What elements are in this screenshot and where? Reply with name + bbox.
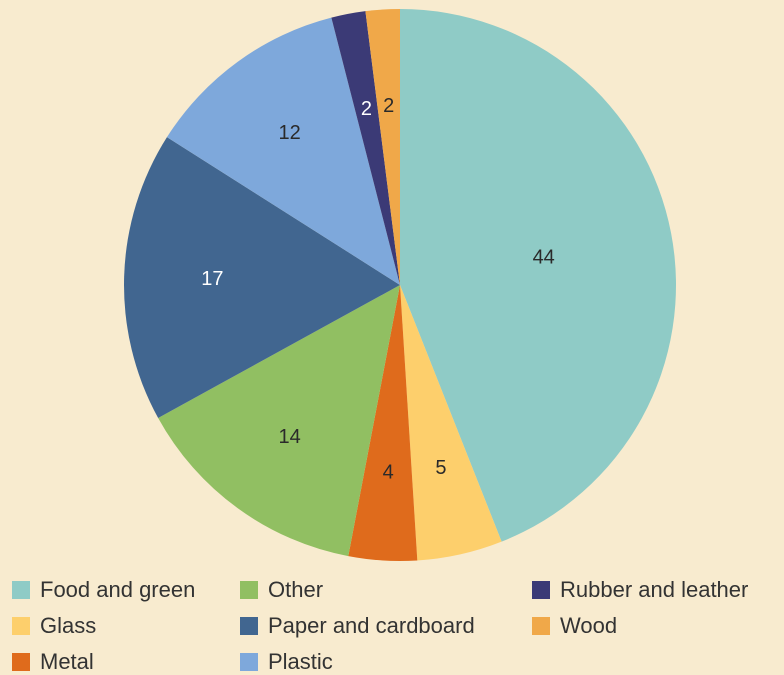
legend-swatch: [12, 653, 30, 671]
pie-chart: 44 5 4 14 17 12 2 2: [124, 9, 677, 562]
pie-slice-glass: [400, 285, 502, 561]
legend-item-food-and-green: Food and green: [12, 575, 195, 605]
pie-label-rubber-and-leather: 2: [361, 98, 372, 120]
legend-item-paper-and-cardboard: Paper and cardboard: [240, 611, 475, 641]
legend-item-plastic: Plastic: [240, 647, 333, 675]
legend-swatch: [532, 581, 550, 599]
legend-swatch: [240, 581, 258, 599]
pie-label-metal: 4: [383, 461, 394, 483]
legend-swatch: [12, 617, 30, 635]
pie-slice-paper-and-cardboard: [124, 137, 400, 418]
legend-label: Wood: [560, 613, 618, 638]
legend-label: Metal: [40, 649, 94, 674]
legend-label: Food and green: [40, 577, 196, 602]
pie-slice-wood: [365, 9, 400, 285]
legend-swatch: [240, 617, 258, 635]
legend-item-glass: Glass: [12, 611, 96, 641]
legend-label: Glass: [40, 613, 97, 638]
legend-label: Rubber and leather: [560, 577, 749, 602]
pie-slice-rubber-and-leather: [331, 11, 400, 286]
pie-slice-food-and-green: [400, 9, 677, 542]
legend-item-metal: Metal: [12, 647, 94, 675]
legend-item-rubber-and-leather: Rubber and leather: [532, 575, 748, 605]
legend-item-other: Other: [240, 575, 323, 605]
pie-label-food-and-green: 44: [533, 247, 555, 269]
legend-label: Paper and cardboard: [268, 613, 475, 638]
legend-swatch: [12, 581, 30, 599]
legend-swatch: [532, 617, 550, 635]
pie-slice-plastic: [166, 17, 400, 285]
pie-label-wood: 2: [383, 95, 394, 117]
pie-label-other: 14: [279, 426, 301, 448]
pie-slice-other: [158, 285, 400, 557]
legend-swatch: [240, 653, 258, 671]
pie-label-plastic: 12: [279, 122, 301, 144]
legend-label: Plastic: [268, 649, 333, 674]
pie-label-glass: 5: [435, 457, 446, 479]
legend-item-wood: Wood: [532, 611, 617, 641]
pie-label-paper-and-cardboard: 17: [201, 268, 223, 290]
pie-slice-metal: [348, 285, 418, 562]
pie-slices: [124, 9, 677, 562]
legend: Food and green Other Rubber and leather Gla…: [12, 576, 784, 675]
legend-label: Other: [268, 577, 324, 602]
pie-labels: 44 5 4 14 17 12 2 2: [201, 95, 555, 483]
